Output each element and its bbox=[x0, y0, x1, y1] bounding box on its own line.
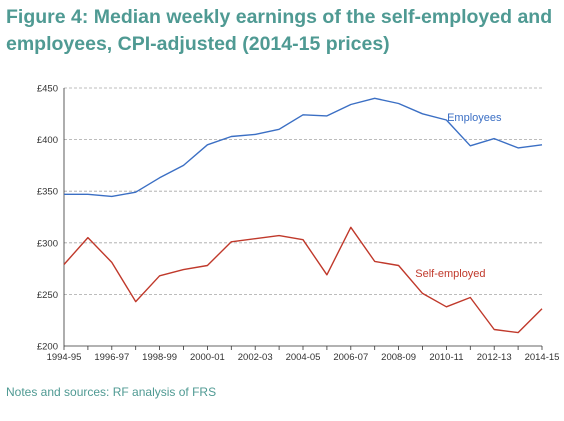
y-tick-label: £350 bbox=[37, 187, 58, 198]
series-label-self-employed: Self-employed bbox=[415, 268, 485, 280]
x-tick-label: 2012-13 bbox=[477, 352, 512, 363]
series-labels: Employees Self-employed bbox=[415, 112, 502, 280]
y-tick-label: £450 bbox=[37, 84, 58, 95]
x-tick-label: 2010-11 bbox=[429, 352, 463, 363]
x-tick-label: 1998-99 bbox=[142, 352, 177, 363]
x-tick-label: 1994-95 bbox=[47, 352, 82, 363]
x-tick-label: 2014-15 bbox=[525, 352, 560, 363]
x-tick-label: 1996-97 bbox=[94, 352, 129, 363]
x-tick-label: 2004-05 bbox=[286, 352, 321, 363]
y-tick-labels: £200 £250 £300 £350 £400 £450 bbox=[37, 84, 58, 353]
x-tick-label: 2008-09 bbox=[381, 352, 416, 363]
x-tick-label: 2006-07 bbox=[333, 352, 368, 363]
x-tick-labels: 1994-95 1996-97 1998-99 2000-01 2002-03 2004-… bbox=[47, 352, 560, 363]
axes bbox=[63, 88, 543, 350]
y-tick-label: £300 bbox=[37, 238, 58, 249]
y-tick-label: £250 bbox=[37, 290, 58, 301]
notes-and-sources: Notes and sources: RF analysis of FRS bbox=[6, 385, 217, 399]
x-tick-label: 2000-01 bbox=[190, 352, 225, 363]
series-lines bbox=[63, 97, 543, 334]
line-chart: £200£250£300£350£400£450 1994-95 1996-97 1… bbox=[37, 84, 560, 364]
x-tick-label: 2002-03 bbox=[238, 352, 273, 363]
series-line-employees bbox=[64, 97, 543, 198]
series-line-self-employed bbox=[63, 226, 543, 334]
y-tick-label: £400 bbox=[37, 135, 58, 146]
y-tick-label: £200 bbox=[37, 342, 58, 353]
series-label-employees: Employees bbox=[447, 112, 502, 124]
chart: £200 £250 £300 £350 £400 £450 1994-95 1996-97 1… bbox=[0, 74, 564, 374]
figure-title: Figure 4: Median weekly earnings of the … bbox=[6, 6, 553, 55]
